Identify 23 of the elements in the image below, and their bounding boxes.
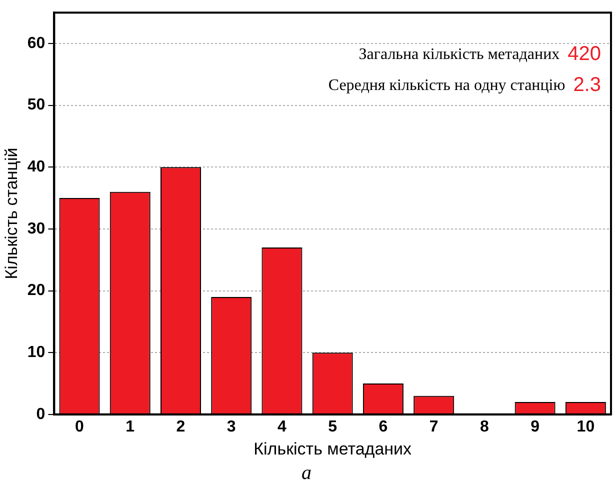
y-tick-label: 10 (27, 344, 46, 361)
y-axis-title: Кількість станцій (2, 148, 21, 280)
x-tick-label: 4 (278, 418, 287, 436)
x-tick-label: 1 (126, 418, 135, 436)
x-tick-label: 6 (378, 418, 388, 436)
x-tick-label: 0 (75, 418, 84, 436)
annotation: Середня кількість на одну станцію 2.3 (328, 74, 601, 96)
y-tick-label: 40 (27, 158, 46, 176)
x-tick-label: 7 (429, 418, 438, 436)
y-tick-label: 50 (27, 96, 46, 114)
y-tick-label: 0 (36, 406, 46, 423)
x-axis-title: Кількість метаданих (254, 439, 412, 458)
x-tick-label: 5 (328, 418, 338, 436)
x-tick-label: 2 (176, 418, 186, 436)
x-tick-label: 10 (576, 418, 595, 436)
x-tick-label: 8 (480, 418, 489, 436)
y-tick-label: 60 (27, 34, 46, 52)
annotation: Загальна кількість метаданих 420 (358, 43, 601, 66)
x-tick-label: 9 (530, 418, 540, 436)
y-tick-label: 20 (27, 282, 46, 300)
x-tick-label: 3 (226, 418, 236, 436)
text: а (300, 462, 312, 485)
y-tick-label: 30 (27, 220, 46, 238)
